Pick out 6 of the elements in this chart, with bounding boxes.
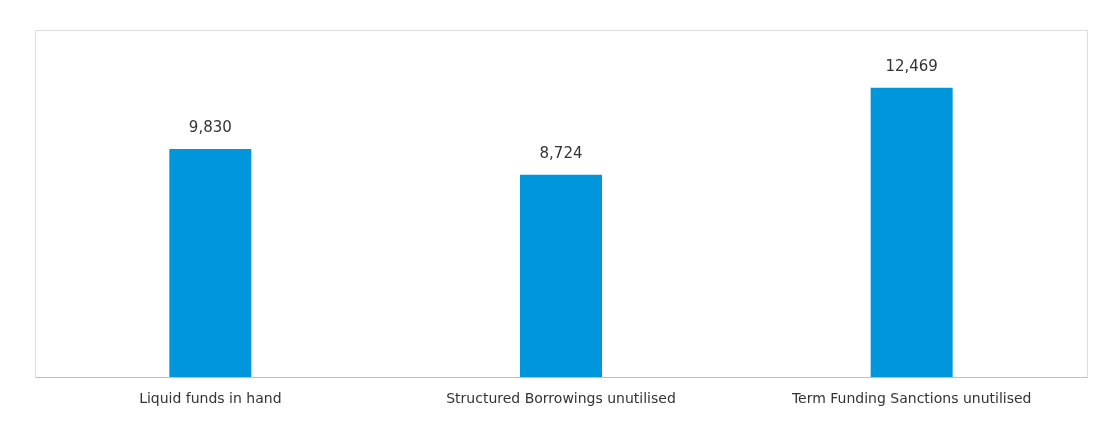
x-tick-label: Term Funding Sanctions unutilised xyxy=(790,389,1032,406)
data-label: 9,830 xyxy=(188,118,232,137)
x-tick-label: Liquid funds in hand xyxy=(139,389,282,406)
data-label: 8,724 xyxy=(539,143,583,162)
data-label: 12,469 xyxy=(885,56,938,75)
x-tick-label: Structured Borrowings unutilised xyxy=(446,389,676,406)
